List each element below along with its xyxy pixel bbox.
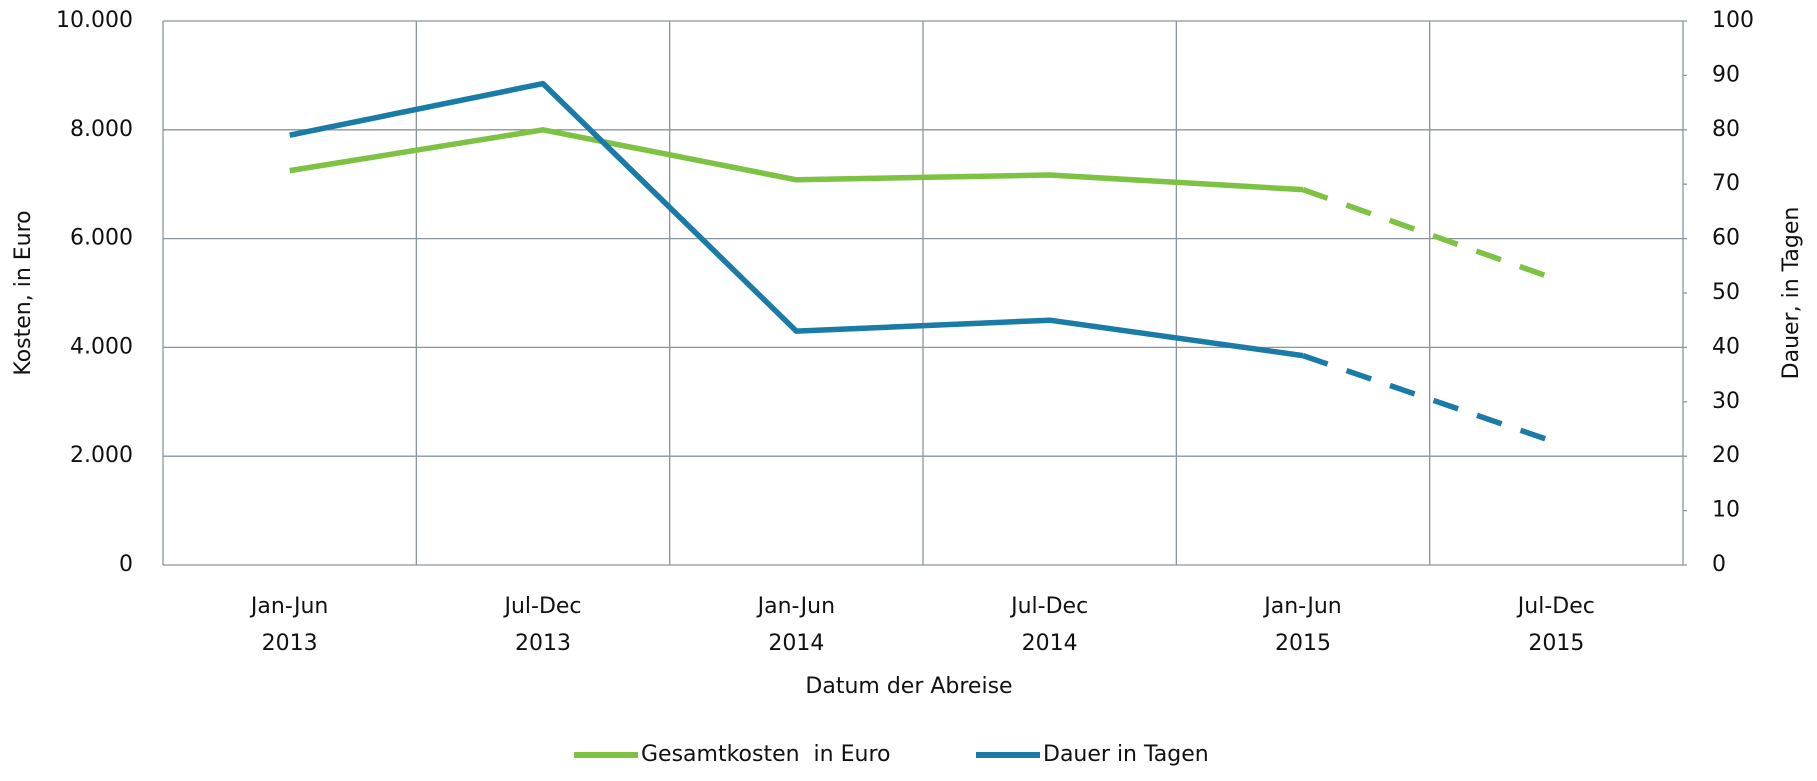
x-tick-label: Jan-Jun 2014 [757,594,836,656]
y2-tick-label: 80 [1712,117,1740,142]
y2-tick-label: 40 [1712,334,1740,359]
y-tick-label: 8.000 [70,117,133,142]
y2-tick-label: 100 [1712,8,1754,33]
y2-tick-label: 90 [1712,62,1740,87]
y-tick-label: 0 [119,552,133,577]
y2-tick-label: 60 [1712,226,1740,251]
y-axis-title: Kosten, in Euro [11,210,36,375]
x-tick-label: Jan-Jun 2015 [1264,594,1342,656]
legend-label: Dauer in Tagen [1043,742,1209,767]
x-tick-label: Jul-Dec 2014 [1011,594,1089,656]
y2-tick-label: 0 [1712,552,1726,577]
y-tick-label: 10.000 [56,8,133,33]
y2-axis-title: Dauer, in Tagen [1779,207,1804,380]
x-tick-label: Jul-Dec 2013 [504,594,582,656]
series-line [289,127,1304,193]
y2-tick-label: 20 [1712,443,1740,468]
y-tick-label: 4.000 [70,334,133,359]
y2-tick-label: 30 [1712,389,1740,414]
y2-tick-label: 70 [1712,171,1740,196]
y2-tick-label: 50 [1712,280,1740,305]
y2-tick-label: 10 [1712,498,1740,523]
series-line [289,80,1304,359]
y-tick-label: 6.000 [70,226,133,251]
x-axis-title: Datum der Abreise [805,674,1012,699]
x-tick-label: Jul-Dec 2015 [1517,594,1595,656]
y-tick-label: 2.000 [70,443,133,468]
legend-label: Gesamtkosten in Euro [641,742,890,767]
x-tick-label: Jan-Jun 2013 [250,594,329,656]
